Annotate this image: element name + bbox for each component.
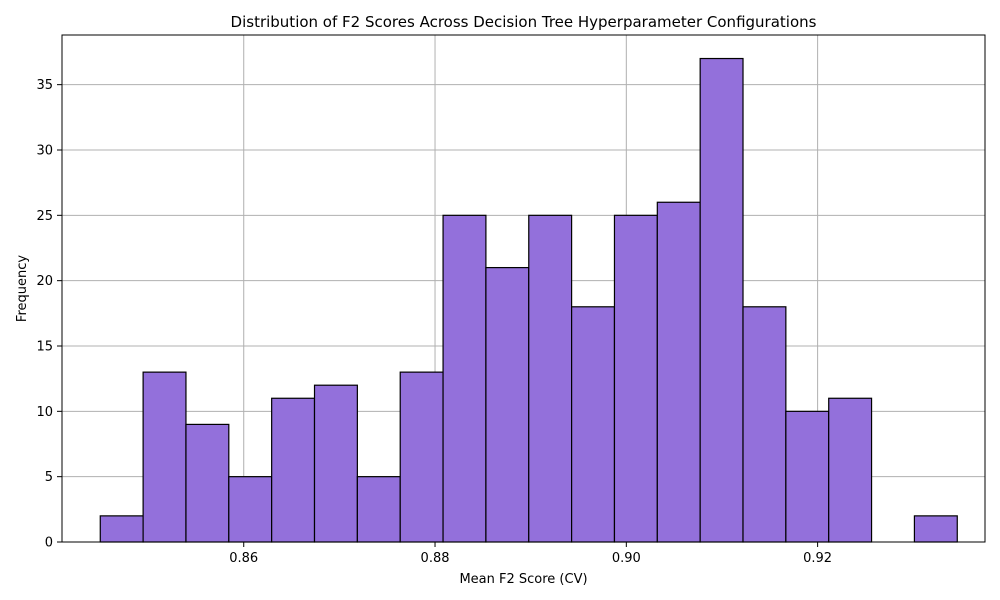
histogram-bar [399,371,444,543]
y-axis-label: Frequency [15,255,30,322]
histogram-bar [271,397,316,543]
histogram-bar [828,397,873,543]
histogram-bar [185,423,230,543]
histogram-bar [571,306,616,543]
histogram-bars [99,57,958,543]
y-tick-label: 25 [36,209,53,224]
histogram-bar [699,57,744,543]
x-tick-label: 0.88 [421,551,450,566]
histogram-bar [142,371,187,543]
axis-ticks: 0.86 0.88 0.90 0.92 0 5 10 15 20 25 30 35 [36,78,832,566]
y-tick-label: 10 [36,405,53,420]
histogram-bar [913,515,958,543]
histogram-bar [356,476,401,543]
y-tick-label: 20 [36,274,53,289]
histogram-bar [228,476,273,543]
x-tick-label: 0.92 [803,551,832,566]
y-tick-label: 0 [45,536,53,551]
histogram-bar [656,201,701,543]
histogram-bar [442,214,487,543]
histogram-bar [528,214,573,543]
histogram-bar [99,515,144,543]
y-tick-label: 30 [36,143,53,158]
x-tick-label: 0.86 [229,551,258,566]
histogram-bar [785,410,830,543]
plot-frame [61,34,986,543]
histogram-bar [485,266,530,543]
histogram-bar [742,306,787,543]
y-tick-label: 35 [36,78,53,93]
y-tick-label: 5 [45,470,53,485]
y-tick-label: 15 [36,339,53,354]
x-axis-label: Mean F2 Score (CV) [459,572,587,587]
x-tick-label: 0.90 [612,551,641,566]
chart-title: Distribution of F2 Scores Across Decisio… [231,13,817,31]
histogram-bar [613,214,658,543]
histogram-bar [313,384,358,543]
